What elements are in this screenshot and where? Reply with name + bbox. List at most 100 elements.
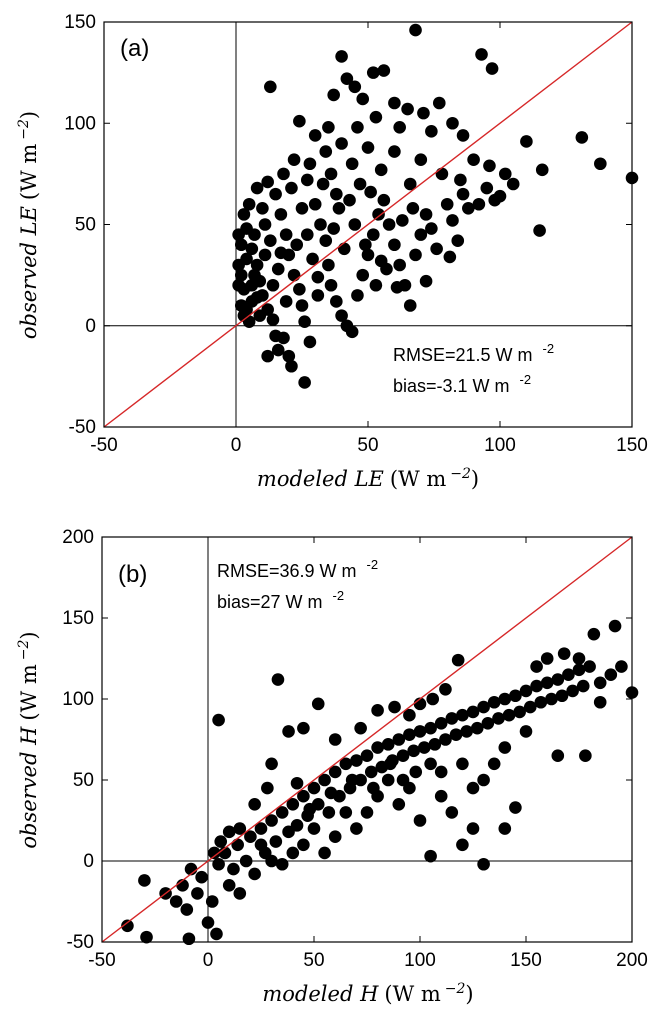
data-point	[303, 335, 317, 349]
data-point	[366, 66, 380, 79]
data-point	[335, 309, 348, 322]
data-point	[303, 157, 317, 171]
data-point	[451, 234, 465, 247]
data-point	[240, 252, 253, 266]
y-tick-label: 50	[75, 215, 96, 236]
data-point	[350, 754, 363, 767]
data-point	[403, 708, 416, 722]
data-point	[264, 80, 277, 94]
x-axis-label: modeled LE (W m −2)	[257, 466, 479, 491]
data-point	[396, 749, 410, 762]
data-point	[393, 121, 406, 134]
data-point	[593, 676, 607, 690]
data-point	[327, 88, 340, 102]
data-point	[222, 879, 236, 892]
data-point	[266, 278, 280, 292]
data-point	[348, 218, 362, 231]
bias-annotation: bias=-3.1 W m -2	[393, 372, 531, 396]
data-point	[439, 733, 452, 746]
data-point	[388, 145, 401, 158]
data-point	[361, 141, 375, 154]
data-point	[214, 835, 228, 848]
plot-frame	[101, 536, 633, 943]
data-point	[392, 798, 406, 811]
data-point	[295, 202, 309, 215]
data-point	[322, 258, 335, 272]
data-point	[360, 749, 374, 762]
data-point	[359, 238, 372, 252]
y-tick-label: 100	[62, 689, 94, 710]
data-point	[298, 376, 311, 389]
data-point	[425, 222, 438, 235]
data-point	[265, 854, 278, 868]
data-point	[417, 741, 431, 754]
data-point	[328, 765, 342, 779]
data-point	[424, 757, 437, 771]
data-point	[594, 157, 607, 171]
data-point	[212, 857, 225, 871]
data-point	[523, 700, 537, 714]
data-point	[345, 325, 359, 339]
data-point	[396, 214, 409, 227]
data-point	[353, 177, 367, 191]
data-point	[625, 171, 639, 185]
rmse-annotation: RMSE=36.9 W m -2	[217, 557, 378, 581]
data-point	[275, 857, 289, 871]
data-point	[466, 705, 480, 719]
data-point	[430, 242, 443, 256]
data-point	[466, 822, 480, 835]
data-point	[279, 295, 293, 308]
data-point	[470, 721, 484, 735]
data-point	[382, 218, 396, 231]
data-point	[297, 838, 310, 852]
y-axis-label: observed LE(W m−2)	[16, 111, 41, 339]
x-tick-label: 0	[231, 435, 242, 456]
data-point	[282, 725, 295, 738]
data-point	[298, 315, 311, 329]
data-point	[285, 181, 298, 195]
data-point	[271, 673, 285, 686]
data-point	[493, 189, 507, 203]
data-point	[266, 313, 280, 326]
data-point	[300, 173, 314, 187]
data-point	[265, 814, 278, 827]
data-point	[562, 668, 575, 681]
data-point	[413, 814, 427, 827]
data-point	[566, 684, 579, 698]
data-point	[343, 193, 356, 207]
data-point	[615, 660, 628, 673]
data-point	[322, 121, 335, 134]
data-point	[419, 208, 433, 221]
data-point	[435, 167, 449, 181]
data-point	[462, 202, 475, 215]
panel-a-le-scatter: -50 0 50 100 150 -50 0 50 100 150 (a) RMSE=21.5 W…	[16, 12, 648, 491]
one-to-one-line	[103, 21, 633, 428]
x-tick-label: 150	[510, 950, 542, 971]
data-point	[434, 765, 448, 779]
data-point	[424, 849, 437, 863]
data-point	[445, 712, 459, 725]
data-point	[533, 224, 546, 237]
data-point	[250, 258, 264, 272]
data-point	[261, 175, 274, 189]
data-layer	[103, 21, 639, 428]
data-point	[540, 676, 554, 690]
data-point	[381, 773, 395, 787]
data-point	[361, 248, 375, 262]
x-tick-label: 200	[616, 950, 648, 971]
data-point	[340, 72, 354, 85]
data-point	[330, 187, 343, 201]
data-point	[265, 757, 278, 771]
data-point	[245, 242, 259, 256]
data-point	[498, 692, 512, 706]
data-point	[306, 252, 319, 266]
data-point	[303, 802, 317, 816]
data-point	[250, 181, 264, 195]
data-point	[534, 695, 548, 709]
data-point	[227, 862, 240, 876]
data-point	[498, 822, 512, 835]
data-point	[274, 246, 288, 260]
tick-layer: -50 0 50 100 150 200 -50 0 50 100 150 200	[62, 527, 648, 971]
data-point	[248, 867, 261, 881]
data-point	[311, 289, 325, 302]
